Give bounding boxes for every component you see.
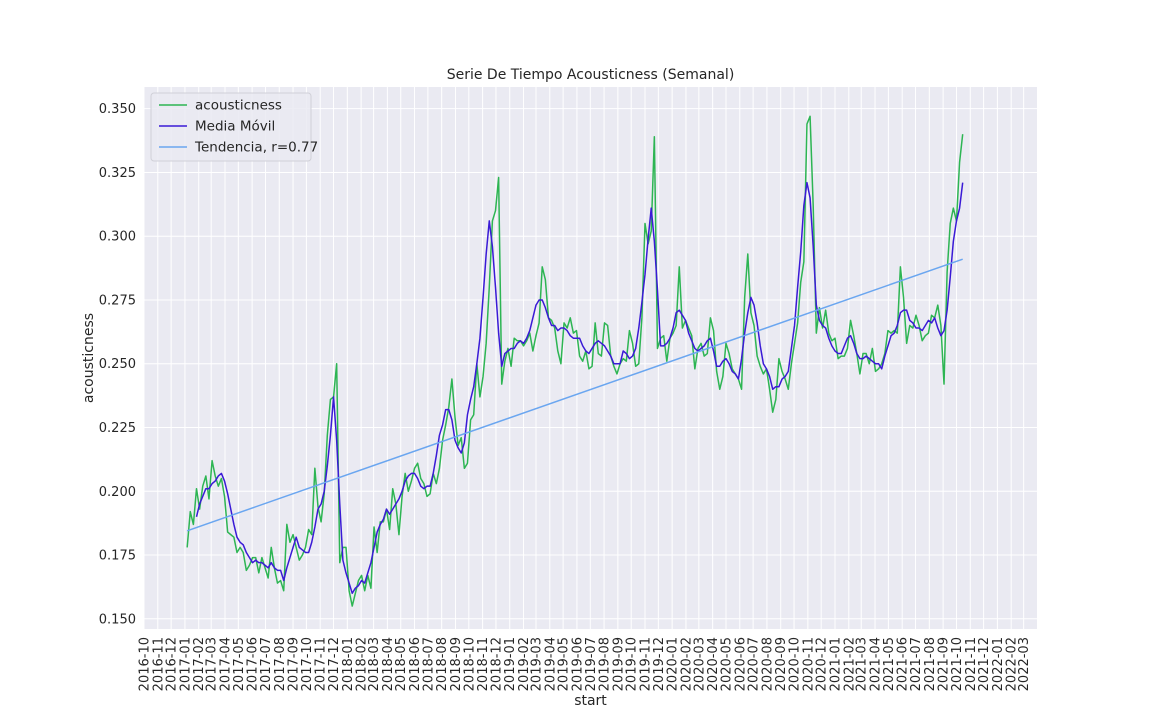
x-tick-label: 2020-03 — [692, 637, 707, 691]
x-tick-label: 2017-09 — [287, 637, 302, 691]
x-tick-label: 2018-09 — [449, 637, 464, 691]
x-tick-label: 2019-10 — [625, 637, 640, 691]
legend: acousticness Media Móvil Tendencia, r=0.77 — [150, 92, 318, 162]
series-line-1 — [195, 181, 964, 595]
x-tick-label: 2017-07 — [259, 637, 274, 691]
x-tick-label: 2022-03 — [1017, 637, 1032, 691]
x-tick-label: 2021-01 — [828, 637, 843, 691]
legend-label: Media Móvil — [195, 119, 275, 135]
x-tick-label: 2018-05 — [394, 637, 409, 691]
x-tick-label: 2021-03 — [855, 637, 870, 691]
x-tick-label: 2017-12 — [327, 637, 342, 691]
x-tick-label: 2019-01 — [503, 637, 518, 691]
x-tick-label: 2018-11 — [476, 637, 491, 691]
x-tick-label: 2017-08 — [273, 637, 288, 691]
x-tick-label: 2021-09 — [937, 637, 952, 691]
x-tick-label: 2020-04 — [706, 637, 721, 691]
x-tick-label: 2018-12 — [489, 637, 504, 691]
x-tick-label: 2016-10 — [138, 637, 153, 691]
y-axis-title: acousticness — [81, 313, 97, 403]
y-tick-label: 0.275 — [99, 293, 136, 308]
x-tick-label: 2020-02 — [679, 637, 694, 691]
x-tick-label: 2021-08 — [923, 637, 938, 691]
x-tick-label: 2020-05 — [719, 637, 734, 691]
x-tick-label: 2021-04 — [869, 637, 884, 691]
x-tick-label: 2020-12 — [815, 637, 830, 691]
x-tick-label: 2017-02 — [192, 637, 207, 691]
x-tick-label: 2017-04 — [218, 637, 233, 691]
y-tick-label: 0.325 — [99, 166, 136, 181]
legend-label: acousticness — [195, 98, 282, 114]
x-tick-label: 2018-08 — [435, 637, 450, 691]
y-tick-label: 0.350 — [99, 102, 136, 117]
x-tick-label: 2021-11 — [964, 637, 979, 691]
x-tick-label: 2021-07 — [909, 637, 924, 691]
x-tick-label: 2019-08 — [598, 637, 613, 691]
legend-frame — [150, 92, 312, 162]
x-tick-label: 2022-02 — [1005, 637, 1020, 691]
y-tick-label: 0.150 — [99, 612, 136, 627]
x-tick-label: 2020-10 — [788, 637, 803, 691]
x-tick-label: 2020-07 — [747, 637, 762, 691]
x-tick-label: 2017-10 — [300, 637, 315, 691]
x-tick-label: 2018-06 — [408, 637, 423, 691]
x-tick-label: 2019-03 — [529, 637, 544, 691]
x-tick-label: 2019-06 — [570, 637, 585, 691]
y-tick-label: 0.175 — [99, 549, 136, 564]
series-line-0 — [186, 115, 964, 607]
x-tick-label: 2021-12 — [977, 637, 992, 691]
x-tick-label: 2017-11 — [314, 637, 329, 691]
x-tick-label: 2021-06 — [896, 637, 911, 691]
series-layer — [186, 115, 964, 607]
x-tick-label: 2018-02 — [355, 637, 370, 691]
y-axis: 0.150 0.175 0.200 0.225 0.250 0.275 0.300 0.325… — [99, 102, 136, 627]
x-tick-label: 2017-01 — [178, 637, 193, 691]
x-tick-label: 2020-11 — [801, 637, 816, 691]
x-tick-label: 2016-11 — [151, 637, 166, 691]
legend-label: Tendencia, r=0.77 — [194, 140, 318, 156]
x-tick-label: 2019-07 — [584, 637, 599, 691]
x-tick-label: 2016-12 — [165, 637, 180, 691]
x-tick-label: 2018-03 — [367, 637, 382, 691]
x-tick-label: 2019-09 — [611, 637, 626, 691]
x-tick-label: 2019-05 — [557, 637, 572, 691]
x-tick-label: 2020-09 — [774, 637, 789, 691]
x-tick-label: 2021-02 — [842, 637, 857, 691]
x-tick-label: 2022-01 — [991, 637, 1006, 691]
y-tick-label: 0.300 — [99, 230, 136, 245]
x-tick-label: 2018-04 — [381, 637, 396, 691]
series-line-2 — [186, 258, 963, 532]
x-axis-title: start — [574, 693, 607, 709]
x-tick-label: 2020-01 — [666, 637, 681, 691]
x-tick-label: 2017-03 — [205, 637, 220, 691]
x-tick-label: 2020-06 — [733, 637, 748, 691]
x-tick-label: 2018-01 — [341, 637, 356, 691]
x-tick-label: 2018-07 — [421, 637, 436, 691]
x-tick-label: 2019-04 — [543, 637, 558, 691]
y-tick-label: 0.225 — [99, 421, 136, 436]
y-tick-label: 0.250 — [99, 357, 136, 372]
x-tick-label: 2017-05 — [232, 637, 247, 691]
x-tick-label: 2019-12 — [652, 637, 667, 691]
x-tick-label: 2021-10 — [950, 637, 965, 691]
x-tick-label: 2017-06 — [246, 637, 261, 691]
chart-title: Serie De Tiempo Acousticness (Semanal) — [447, 67, 735, 83]
x-tick-label: 2021-05 — [882, 637, 897, 691]
x-tick-label: 2019-02 — [517, 637, 532, 691]
x-tick-label: 2018-10 — [462, 637, 477, 691]
x-axis: 2016-102016-112016-122017-012017-022017-… — [138, 637, 1033, 691]
x-tick-label: 2019-11 — [639, 637, 654, 691]
y-tick-label: 0.200 — [99, 485, 136, 500]
x-tick-label: 2020-08 — [760, 637, 775, 691]
